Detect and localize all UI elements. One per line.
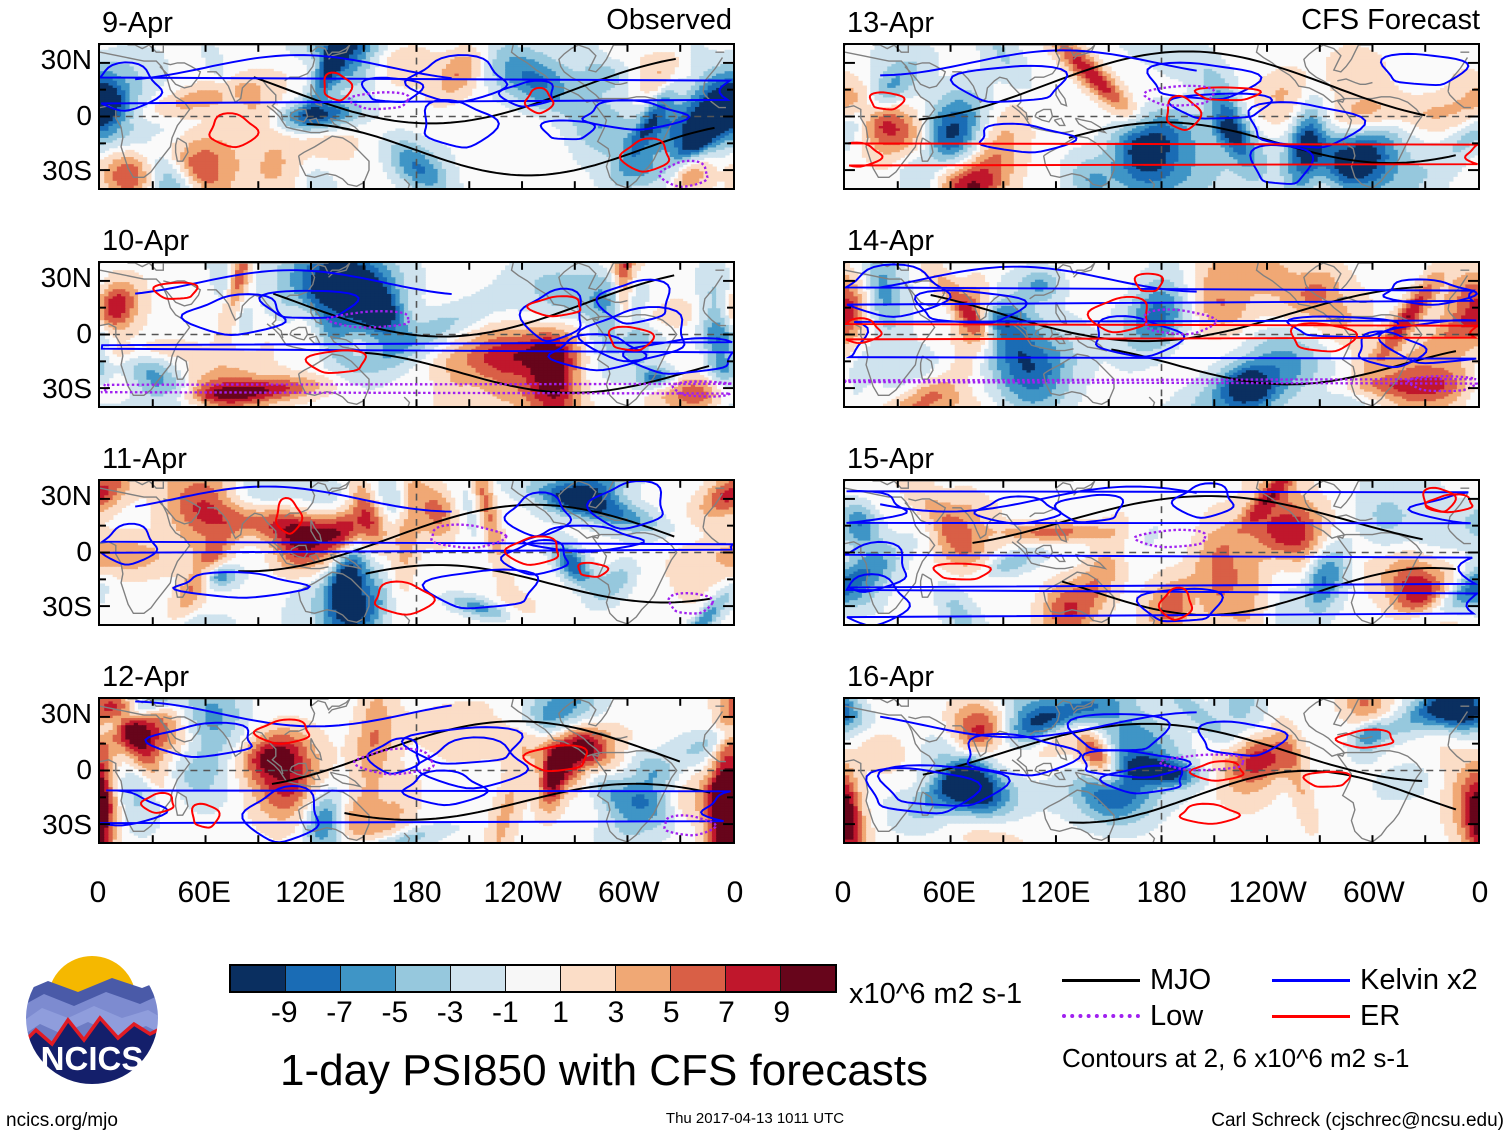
- panel-date-label-p-12apr: 12-Apr: [102, 663, 189, 692]
- colorbar-swatch-5: [506, 966, 561, 991]
- y-tick-label-r4-0: 30N: [0, 700, 92, 728]
- map-panel-p-9apr: [98, 43, 735, 190]
- page-title: 1-day PSI850 with CFS forecasts: [229, 1046, 979, 1096]
- y-tick-label-r3-1: 0: [0, 537, 92, 566]
- x-tick-label-c2-0: 0: [835, 878, 852, 908]
- y-tick-label-r4-1: 0: [0, 755, 92, 784]
- colorbar-swatch-3: [396, 966, 451, 991]
- colorbar-swatch-2: [341, 966, 396, 991]
- x-tick-label-c2-1: 60E: [922, 878, 975, 908]
- map-panel-p-14apr: [843, 261, 1480, 408]
- legend-label-low: Low: [1150, 1000, 1203, 1033]
- x-tick-label-c1-6: 0: [727, 878, 744, 908]
- column-header-forecast: CFS Forecast: [1301, 6, 1480, 35]
- panel-date-label-p-14apr: 14-Apr: [847, 227, 934, 256]
- y-tick-label-r3-0: 30N: [0, 482, 92, 510]
- colorbar-swatch-6: [561, 966, 616, 991]
- legend-row-2: Low ER: [1062, 998, 1502, 1034]
- legend-label-er: ER: [1360, 1000, 1400, 1033]
- mjo-line-icon: [1062, 978, 1140, 982]
- low-line-icon: [1062, 1014, 1140, 1018]
- x-tick-label-c1-5: 60W: [598, 878, 660, 908]
- x-tick-label-c2-5: 60W: [1343, 878, 1405, 908]
- y-tick-label-r1-2: 30S: [0, 156, 92, 185]
- x-tick-label-c1-0: 0: [90, 878, 107, 908]
- wave-legend: MJO Kelvin x2 Low ER: [1062, 962, 1502, 1034]
- colorbar-tick-3: -3: [437, 998, 464, 1028]
- colorbar-swatch-0: [231, 966, 286, 991]
- y-tick-label-r1-1: 0: [0, 101, 92, 130]
- legend-label-kelvin: Kelvin x2: [1360, 964, 1478, 997]
- panel-date-label-p-10apr: 10-Apr: [102, 227, 189, 256]
- legend-entry-kelvin: Kelvin x2: [1272, 964, 1482, 997]
- x-tick-label-c2-2: 120E: [1020, 878, 1090, 908]
- map-panel-p-13apr: [843, 43, 1480, 190]
- colorbar-tick-2: -5: [381, 998, 408, 1028]
- x-tick-label-c2-4: 120W: [1228, 878, 1306, 908]
- colorbar: [229, 964, 837, 993]
- legend-entry-er: ER: [1272, 1000, 1482, 1033]
- colorbar-tick-4: -1: [492, 998, 519, 1028]
- y-tick-label-r2-1: 0: [0, 319, 92, 348]
- y-tick-label-r3-2: 30S: [0, 592, 92, 621]
- kelvin-line-icon: [1272, 978, 1350, 982]
- contour-interval-note: Contours at 2, 6 x10^6 m2 s-1: [1062, 1043, 1409, 1074]
- colorbar-swatch-9: [726, 966, 781, 991]
- legend-label-mjo: MJO: [1150, 964, 1211, 997]
- er-line-icon: [1272, 1014, 1350, 1018]
- column-header-observed: Observed: [606, 6, 732, 35]
- legend-entry-low: Low: [1062, 1000, 1272, 1033]
- panel-date-label-p-15apr: 15-Apr: [847, 445, 934, 474]
- map-panel-p-11apr: [98, 479, 735, 626]
- x-tick-label-c2-6: 0: [1472, 878, 1489, 908]
- footer-left[interactable]: ncics.org/mjo: [6, 1110, 118, 1132]
- colorbar-tick-9: 9: [773, 998, 790, 1028]
- map-panel-p-15apr: [843, 479, 1480, 626]
- x-tick-label-c1-3: 180: [391, 878, 441, 908]
- ncics-logo-text: NCICS: [41, 1040, 144, 1077]
- panel-date-label-p-9apr: 9-Apr: [102, 9, 173, 38]
- y-tick-label-r4-2: 30S: [0, 810, 92, 839]
- x-tick-label-c1-4: 120W: [483, 878, 561, 908]
- colorbar-tick-7: 5: [663, 998, 680, 1028]
- colorbar-tick-0: -9: [271, 998, 298, 1028]
- y-tick-label-r2-0: 30N: [0, 264, 92, 292]
- colorbar-swatch-10: [781, 966, 835, 991]
- footer-timestamp: Thu 2017-04-13 1011 UTC: [666, 1110, 844, 1127]
- colorbar-tick-5: 1: [552, 998, 569, 1028]
- ncics-logo: NCICS: [22, 948, 162, 1088]
- colorbar-swatch-7: [616, 966, 671, 991]
- colorbar-swatch-8: [671, 966, 726, 991]
- map-panel-p-16apr: [843, 697, 1480, 844]
- colorbar-swatch-1: [286, 966, 341, 991]
- colorbar-tick-6: 3: [608, 998, 625, 1028]
- colorbar-swatch-4: [451, 966, 506, 991]
- ncics-logo-icon: NCICS: [24, 950, 160, 1086]
- panel-date-label-p-13apr: 13-Apr: [847, 9, 934, 38]
- map-panel-p-12apr: [98, 697, 735, 844]
- colorbar-tick-1: -7: [326, 998, 353, 1028]
- y-tick-label-r2-2: 30S: [0, 374, 92, 403]
- x-tick-label-c1-1: 60E: [177, 878, 230, 908]
- colorbar-units-label: x10^6 m2 s-1: [849, 978, 1022, 1011]
- x-tick-label-c1-2: 120E: [275, 878, 345, 908]
- colorbar-tick-8: 7: [718, 998, 735, 1028]
- map-panel-p-10apr: [98, 261, 735, 408]
- panel-date-label-p-16apr: 16-Apr: [847, 663, 934, 692]
- legend-entry-mjo: MJO: [1062, 964, 1272, 997]
- footer-credit[interactable]: Carl Schreck (cjschrec@ncsu.edu): [1211, 1110, 1504, 1132]
- x-tick-label-c2-3: 180: [1136, 878, 1186, 908]
- legend-row-1: MJO Kelvin x2: [1062, 962, 1502, 998]
- y-tick-label-r1-0: 30N: [0, 46, 92, 74]
- panel-date-label-p-11apr: 11-Apr: [102, 445, 187, 474]
